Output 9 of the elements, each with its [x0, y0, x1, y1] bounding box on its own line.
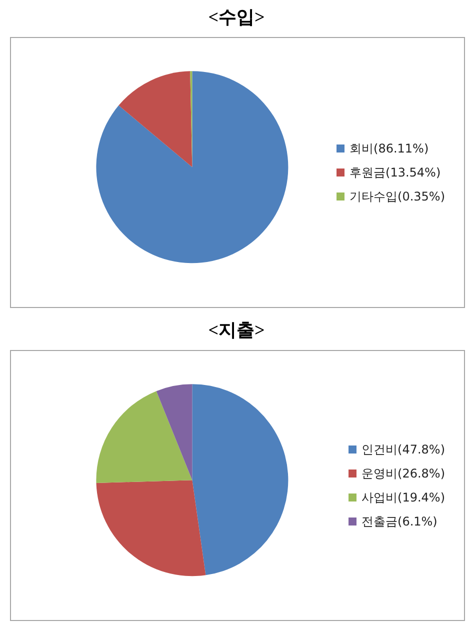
- legend-label: 사업비(19.4%): [362, 490, 445, 504]
- legend-label: 후원금(13.54%): [350, 166, 441, 180]
- legend-label: 기타수입(0.35%): [350, 190, 445, 204]
- legend-label: 인건비(47.8%): [362, 442, 445, 456]
- chart-title: <지출>: [207, 319, 266, 342]
- legend-label: 운영비(26.8%): [362, 466, 445, 480]
- chart-title: <수입>: [207, 6, 266, 29]
- legend-label: 전출금(6.1%): [362, 514, 438, 528]
- legend-label: 회비(86.11%): [350, 142, 429, 156]
